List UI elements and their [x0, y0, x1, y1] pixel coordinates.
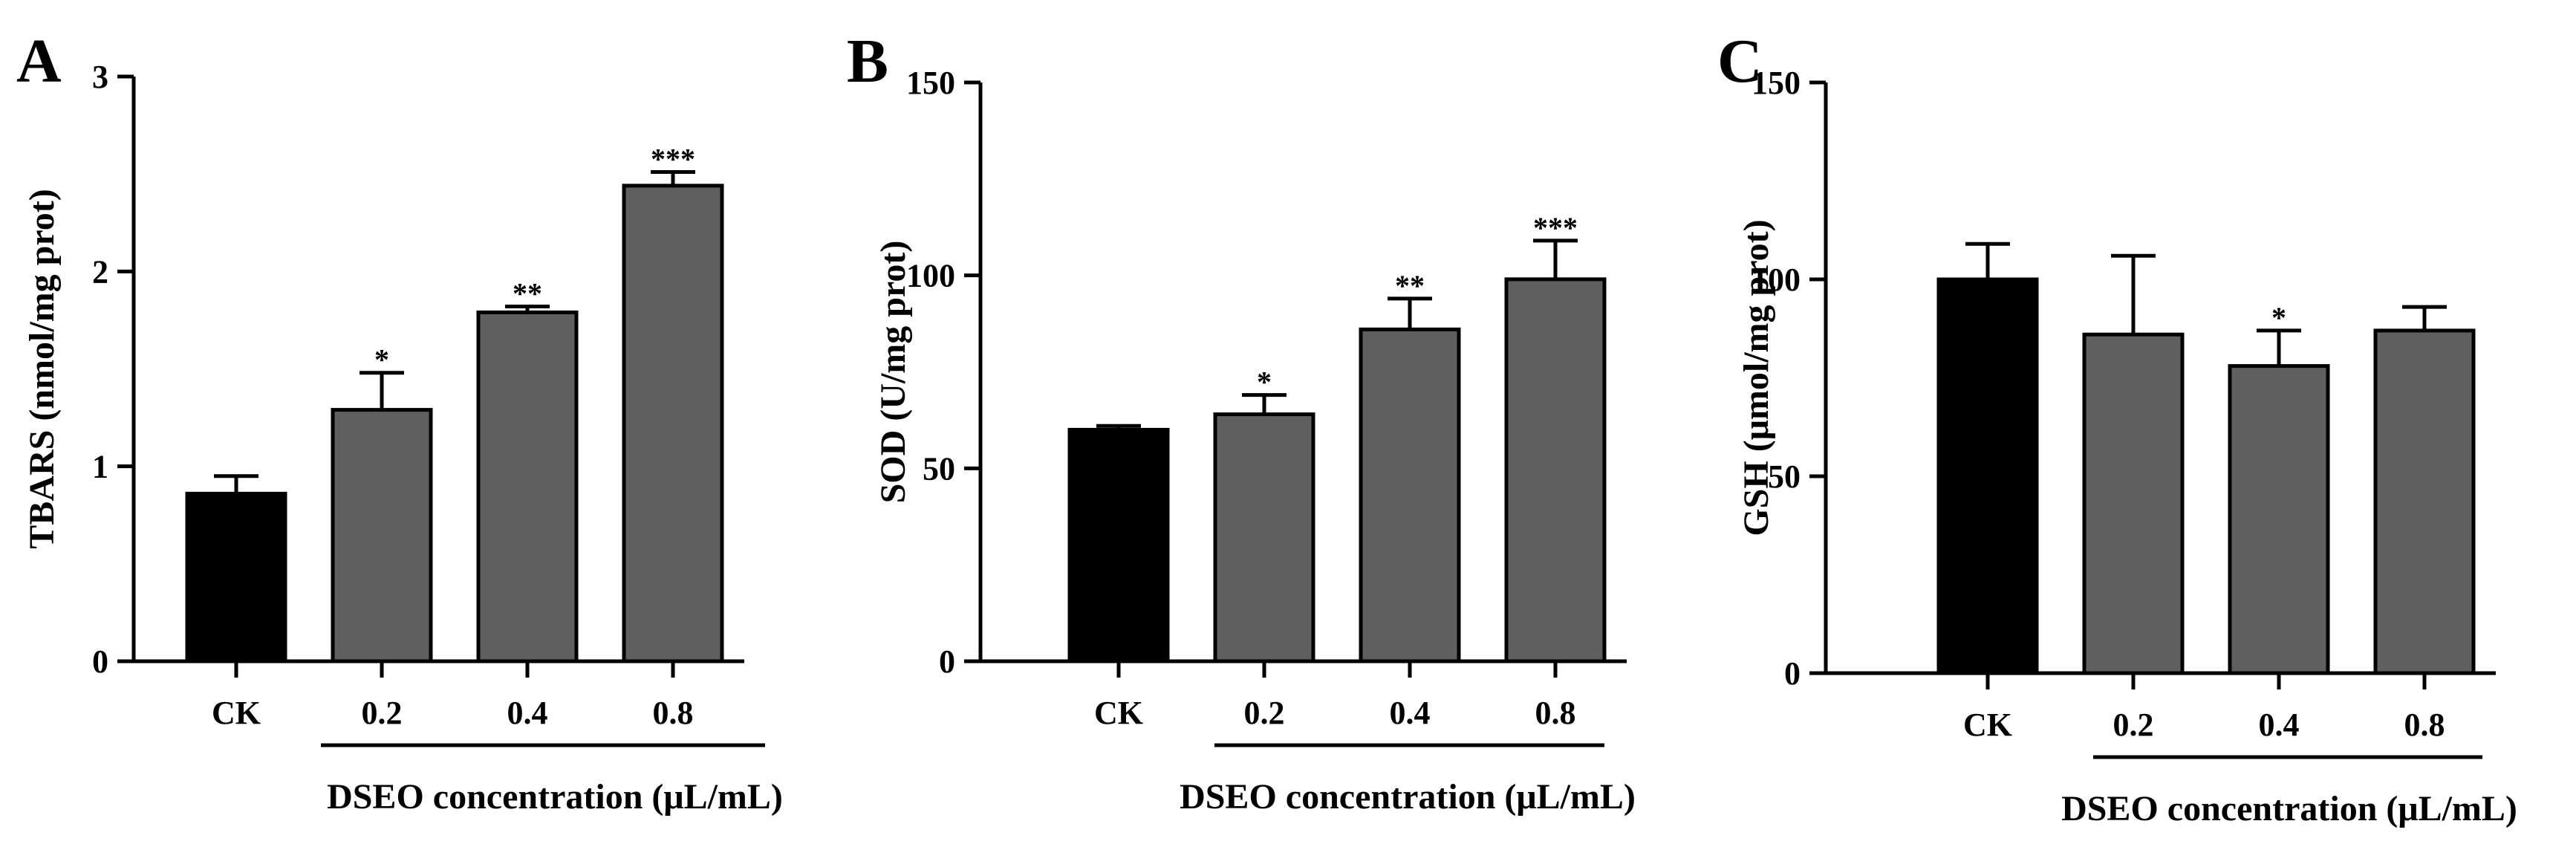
- x-axis-title: DSEO concentration (μL/mL): [327, 777, 783, 817]
- chart-panel-a: A 0 1 2 3 CK 0.2 * 0.4 ** 0.8 *** TBARS (nmol/mg pro…: [16, 27, 783, 817]
- bar-0-2: [331, 408, 433, 663]
- x-tick-label: 0.4: [507, 695, 548, 731]
- chart-panel-b: B 0 50 100 150 CK 0.2 * 0.4 ** 0.8 *** SOD (U/mg pro…: [847, 27, 1636, 817]
- y-axis-title: SOD (U/mg prot): [874, 241, 913, 504]
- significance-mark: ***: [651, 143, 695, 176]
- chart-panel-c: C 0 50 100 150 CK 0.2 0.4 * 0.8 GSH (μmol/mg prot)…: [1717, 27, 2517, 828]
- x-tick-label: CK: [212, 695, 261, 731]
- x-tick-label: 0.2: [2113, 707, 2154, 743]
- significance-mark: ***: [1533, 211, 1578, 244]
- y-tick-label: 0: [1784, 655, 1801, 692]
- y-tick-label: 100: [906, 258, 955, 294]
- bar-ck: [1936, 277, 2039, 675]
- y-tick-label: 150: [906, 65, 955, 101]
- y-tick-label: 50: [923, 450, 955, 487]
- y-tick-label: 3: [92, 59, 108, 95]
- panel-letter: C: [1717, 27, 1763, 96]
- y-axis-title: GSH (μmol/mg prot): [1737, 219, 1776, 536]
- y-tick-label: 50: [1768, 458, 1801, 495]
- bar-0-4: [2228, 364, 2330, 675]
- bar-0-8: [1504, 277, 1607, 663]
- panel-letter: A: [16, 27, 62, 96]
- bar-0-4: [476, 310, 579, 663]
- y-axis-title: TBARS (nmol/mg prot): [22, 189, 62, 548]
- x-tick-label: 0.2: [1244, 695, 1285, 731]
- y-tick-label: 2: [92, 253, 108, 290]
- bar-ck: [185, 491, 287, 663]
- x-tick-label: 0.8: [1535, 695, 1576, 731]
- x-tick-label: 0.4: [2259, 707, 2300, 743]
- panel-letter: B: [847, 27, 888, 96]
- x-axis-title: DSEO concentration (μL/mL): [1180, 777, 1636, 817]
- y-tick-label: 0: [92, 643, 108, 680]
- bar-0-2: [1213, 412, 1315, 663]
- y-tick-label: 100: [1752, 262, 1801, 298]
- x-tick-label: CK: [1963, 707, 2012, 743]
- x-tick-label: 0.8: [2404, 707, 2445, 743]
- x-tick-label: 0.8: [653, 695, 694, 731]
- x-tick-label: 0.4: [1390, 695, 1431, 731]
- significance-mark: **: [1395, 269, 1425, 302]
- bar-0-8: [622, 184, 724, 663]
- x-tick-label: CK: [1094, 695, 1143, 731]
- x-axis-title: DSEO concentration (μL/mL): [2061, 789, 2517, 828]
- significance-mark: *: [374, 343, 389, 377]
- significance-mark: *: [2271, 301, 2286, 334]
- bar-0-8: [2373, 328, 2476, 675]
- significance-mark: **: [513, 277, 542, 311]
- y-tick-label: 1: [92, 449, 108, 485]
- y-tick-label: 150: [1752, 65, 1801, 101]
- x-tick-label: 0.2: [362, 695, 403, 731]
- bar-ck: [1067, 427, 1170, 663]
- significance-mark: *: [1257, 366, 1272, 399]
- bar-0-2: [2082, 332, 2185, 675]
- bar-0-4: [1359, 327, 1461, 663]
- y-tick-label: 0: [939, 643, 955, 680]
